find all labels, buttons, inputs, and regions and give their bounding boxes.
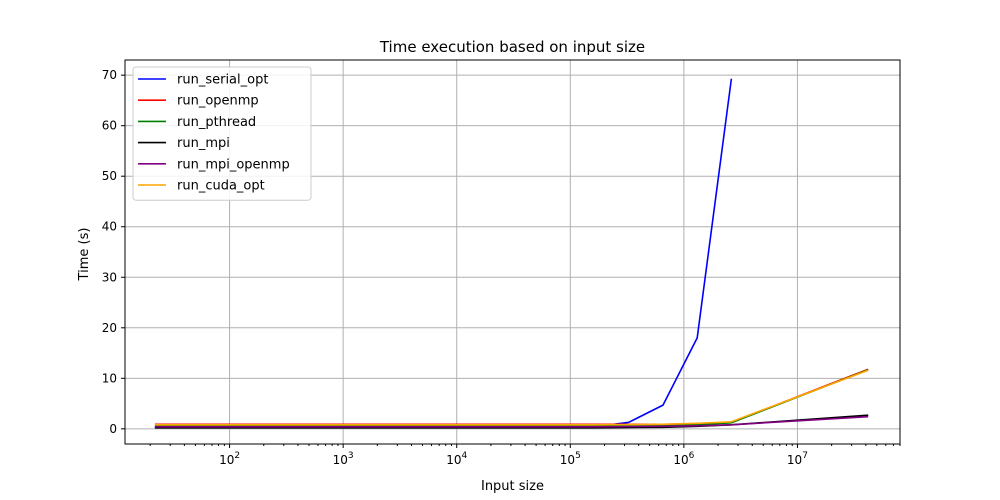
x-tick-label: 106 bbox=[673, 451, 694, 467]
x-tick-label: 103 bbox=[333, 451, 354, 467]
series-line-run-mpi-openmp bbox=[154, 415, 869, 428]
y-tick-label: 30 bbox=[102, 270, 117, 284]
x-axis-label: Input size bbox=[481, 479, 544, 494]
legend-label: run_serial_opt bbox=[177, 73, 268, 88]
legend-label: run_cuda_opt bbox=[177, 179, 265, 194]
legend-label: run_openmp bbox=[177, 94, 259, 109]
y-tick-label: 20 bbox=[102, 321, 117, 335]
chart-title: Time execution based on input size bbox=[379, 38, 645, 56]
x-tick-label: 102 bbox=[219, 451, 240, 467]
y-tick-label: 60 bbox=[102, 119, 117, 133]
legend-label: run_pthread bbox=[177, 115, 256, 130]
x-tick-label: 104 bbox=[446, 451, 467, 467]
plot-area-frame bbox=[124, 59, 901, 445]
y-tick-label: 10 bbox=[102, 371, 117, 385]
y-tick-label: 40 bbox=[102, 220, 117, 234]
series-line-run-cuda-opt bbox=[154, 369, 869, 426]
x-tick-label: 107 bbox=[787, 451, 808, 467]
legend-label: run_mpi_openmp bbox=[177, 157, 290, 172]
axis-ticks: 0 10 20 30 40 50 60 70 102 103 104 105 106 107 bbox=[102, 68, 901, 467]
y-tick-label: 0 bbox=[109, 422, 117, 436]
x-tick-label: 105 bbox=[560, 451, 581, 467]
y-tick-label: 70 bbox=[102, 68, 117, 82]
y-tick-label: 50 bbox=[102, 169, 117, 183]
y-axis-label: Time (s) bbox=[77, 228, 92, 282]
legend-box bbox=[132, 66, 312, 201]
legend-label: run_mpi bbox=[177, 136, 230, 151]
series-lines bbox=[154, 78, 869, 429]
legend: run_serial_opt run_openmp run_pthread run_m… bbox=[132, 66, 312, 201]
